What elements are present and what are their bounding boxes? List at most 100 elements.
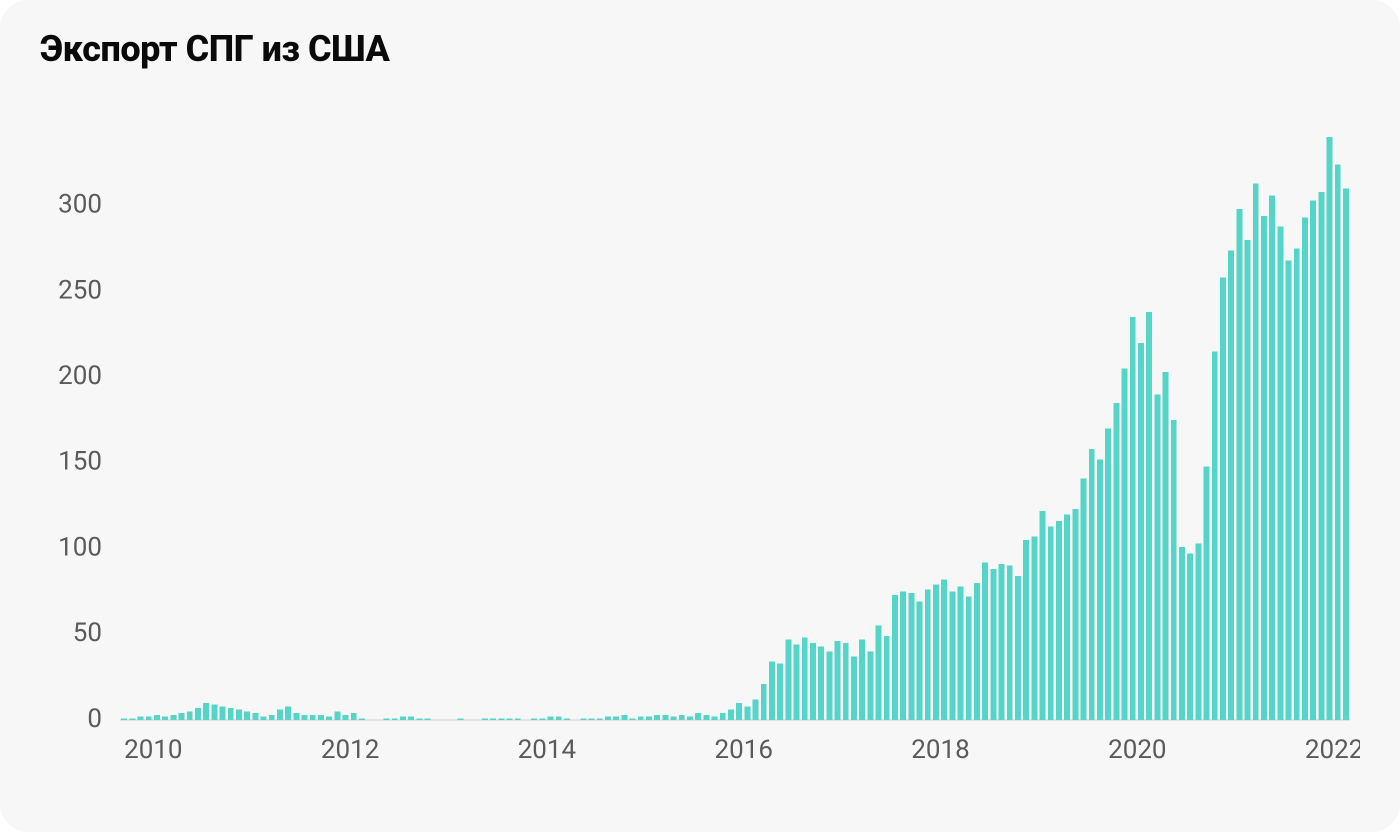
- bar: [195, 708, 201, 720]
- bar: [736, 703, 742, 720]
- y-tick-label: 0: [87, 704, 102, 734]
- bar: [351, 713, 357, 720]
- bar: [687, 717, 693, 720]
- bar: [1146, 312, 1152, 720]
- bar: [1310, 201, 1316, 720]
- bar: [638, 717, 644, 720]
- bar: [138, 717, 144, 720]
- y-tick-label: 300: [58, 190, 102, 220]
- bar: [343, 715, 349, 720]
- bar: [277, 710, 283, 720]
- bar: [1097, 459, 1103, 720]
- bar: [703, 715, 709, 720]
- chart-title: Экспорт СПГ из США: [40, 28, 1360, 70]
- bar: [818, 646, 824, 720]
- y-tick-label: 100: [58, 532, 102, 562]
- bar: [1072, 509, 1078, 720]
- bar: [1031, 537, 1037, 720]
- y-tick-label: 50: [73, 618, 102, 648]
- bar: [228, 708, 234, 720]
- bar: [302, 715, 308, 720]
- bar: [1302, 218, 1308, 720]
- bar: [982, 562, 988, 720]
- bar: [630, 718, 636, 720]
- bar: [236, 710, 242, 720]
- bar: [744, 706, 750, 720]
- bar: [392, 718, 398, 720]
- bar: [507, 718, 513, 720]
- bar: [1261, 216, 1267, 720]
- bar: [1023, 540, 1029, 720]
- bar: [654, 715, 660, 720]
- x-tick-label: 2018: [911, 735, 969, 765]
- bar: [712, 717, 718, 720]
- x-tick-label: 2016: [715, 735, 773, 765]
- bar: [1335, 165, 1341, 720]
- bar: [1154, 394, 1160, 720]
- bar: [835, 641, 841, 720]
- bar: [589, 718, 595, 720]
- bar: [293, 713, 299, 720]
- bar: [646, 717, 652, 720]
- bar: [252, 713, 258, 720]
- bar: [802, 638, 808, 720]
- bar: [728, 710, 734, 720]
- y-tick-label: 150: [58, 447, 102, 477]
- bar: [539, 718, 545, 720]
- bar: [769, 662, 775, 720]
- bar: [285, 706, 291, 720]
- bar: [564, 718, 570, 720]
- bar: [1015, 576, 1021, 720]
- y-tick-label: 250: [58, 275, 102, 305]
- x-tick-label: 2012: [321, 735, 379, 765]
- bar: [1048, 526, 1054, 720]
- bar: [211, 705, 217, 720]
- bar: [1089, 449, 1095, 720]
- x-tick-label: 2020: [1108, 735, 1166, 765]
- bar: [457, 718, 463, 720]
- bar: [334, 711, 340, 720]
- y-tick-label: 200: [58, 361, 102, 391]
- bar: [1007, 566, 1013, 720]
- bar: [917, 602, 923, 720]
- bar: [269, 715, 275, 720]
- bar: [1064, 514, 1070, 720]
- bar: [187, 711, 193, 720]
- bar: [318, 715, 324, 720]
- bar: [966, 597, 972, 720]
- bar: [999, 564, 1005, 720]
- bar: [851, 657, 857, 720]
- bar: [1245, 240, 1251, 720]
- chart-area: 0501001502002503002010201220142016201820…: [40, 80, 1360, 800]
- bar: [941, 579, 947, 720]
- bar: [359, 718, 365, 720]
- bar: [1269, 195, 1275, 720]
- bar: [580, 718, 586, 720]
- bar: [1318, 192, 1324, 720]
- bar: [859, 639, 865, 720]
- bar: [129, 718, 135, 720]
- bar: [1204, 466, 1210, 720]
- bar: [531, 718, 537, 720]
- bar: [326, 717, 332, 720]
- bar: [597, 718, 603, 720]
- bar: [1113, 403, 1119, 720]
- bar: [1130, 317, 1136, 720]
- chart-card: Экспорт СПГ из США 0 50 100 150 200 250 300 201…: [0, 0, 1400, 832]
- bar: [170, 715, 176, 720]
- bar: [794, 645, 800, 720]
- bar: [146, 717, 152, 720]
- bar: [1294, 249, 1300, 720]
- bar: [974, 583, 980, 720]
- bar: [1056, 521, 1062, 720]
- bar: [1187, 554, 1193, 720]
- bar: [1212, 351, 1218, 720]
- bar: [482, 718, 488, 720]
- bar: [203, 703, 209, 720]
- bar-chart-svg: 0501001502002503002010201220142016201820…: [40, 80, 1360, 800]
- bar: [244, 711, 250, 720]
- bar: [621, 715, 627, 720]
- x-tick-label: 2014: [518, 735, 577, 765]
- bar: [753, 699, 759, 720]
- bar: [416, 718, 422, 720]
